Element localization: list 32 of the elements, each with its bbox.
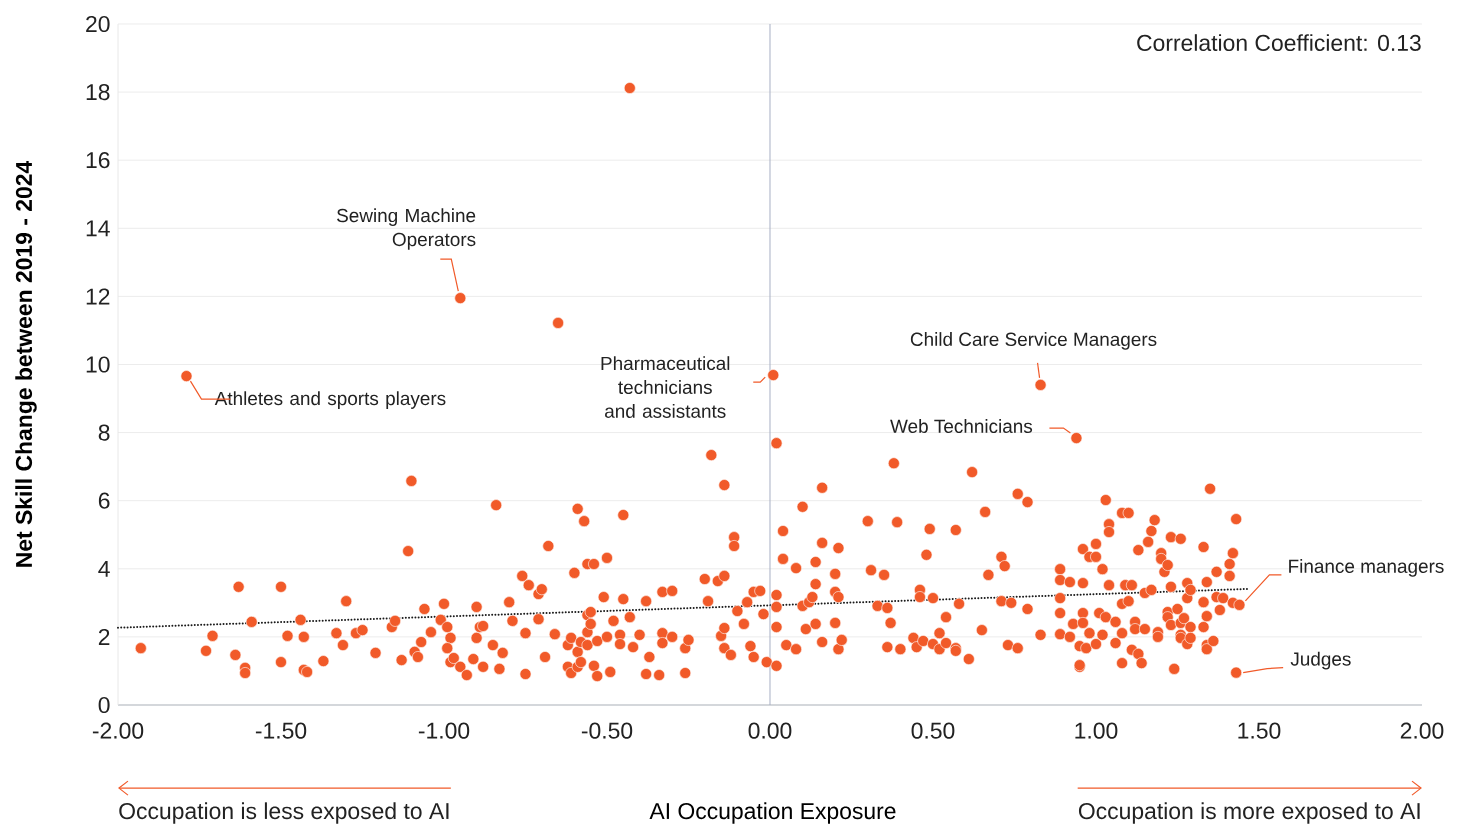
x-axis-title: AI Occupation Exposure bbox=[649, 802, 896, 824]
text: Occupation is more exposed to AI bbox=[1078, 802, 1420, 824]
y-tick-label: 12 bbox=[86, 288, 110, 305]
y-tick-label: 16 bbox=[86, 152, 110, 169]
x-tick-label: 1.50 bbox=[1238, 722, 1281, 739]
annotation: Child Care Service Managers bbox=[910, 332, 1157, 350]
x-tick-label: -1.50 bbox=[255, 722, 307, 739]
annotation: Pharmaceutical technicians and assistants bbox=[601, 356, 730, 418]
x-tick-label: -2.00 bbox=[92, 722, 144, 739]
annotation: Web Technicians bbox=[890, 419, 1033, 433]
x-tick-label: 1.00 bbox=[1075, 722, 1118, 739]
annotation: Correlation Coefficient: 0.13 bbox=[1137, 34, 1421, 52]
x-tick-label: 2.00 bbox=[1400, 722, 1444, 739]
x-tick-label: -0.50 bbox=[581, 722, 633, 739]
y-tick-label: 10 bbox=[86, 356, 110, 373]
text: Occupation is less exposed to AI bbox=[119, 802, 449, 824]
annotation: Judges bbox=[1290, 651, 1351, 670]
x-tick-label: 0.50 bbox=[911, 722, 955, 739]
y-axis-title: Net Skill Change between 2019 - 2024 bbox=[15, 160, 37, 567]
y-tick-label: 6 bbox=[98, 492, 110, 509]
annotation: Sewing Machine Operators bbox=[337, 208, 476, 250]
x-tick-label: 0.00 bbox=[748, 722, 792, 739]
annotation: Finance managers bbox=[1289, 559, 1444, 577]
y-tick-label: 4 bbox=[98, 560, 110, 577]
y-tick-label: 14 bbox=[86, 220, 110, 237]
y-tick-label: 18 bbox=[86, 83, 110, 101]
y-tick-label: 8 bbox=[98, 424, 110, 441]
y-tick-label: 2 bbox=[98, 628, 110, 645]
x-tick-label: -1.00 bbox=[418, 722, 470, 739]
y-tick-label: 20 bbox=[86, 15, 110, 33]
y-tick-label: 0 bbox=[98, 696, 110, 714]
annotation: Athletes and sports players bbox=[214, 391, 446, 409]
